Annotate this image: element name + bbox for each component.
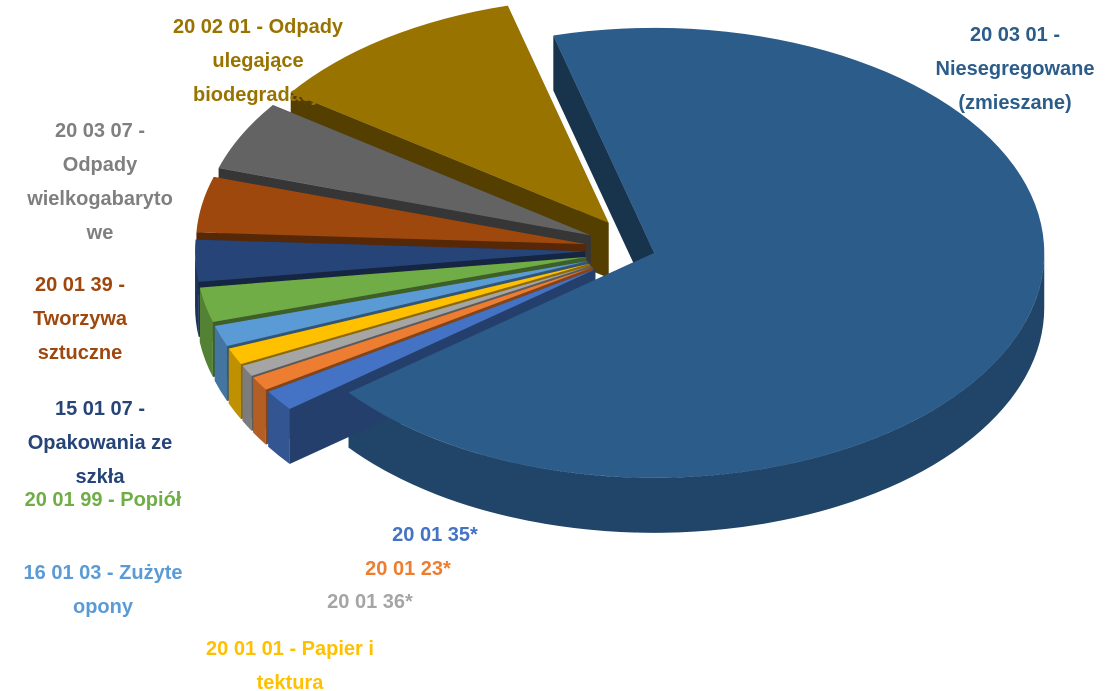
data-label: 20 03 01 - Niesegregowane (zmieszane): [935, 24, 1095, 114]
data-label: 15 01 07 - Opakowania ze szkła: [27, 398, 173, 488]
slice-side: [195, 251, 199, 337]
slice: [199, 257, 587, 323]
slice-side: [253, 377, 266, 445]
slice: [290, 5, 609, 223]
slice-side: [242, 365, 252, 431]
data-label: 20 01 23*: [365, 558, 451, 580]
data-label: 16 01 03 - Zużyte opony: [23, 562, 183, 618]
slice-wall: [553, 35, 655, 308]
slice: [218, 104, 591, 236]
slice: [268, 269, 596, 410]
slice-side: [228, 348, 241, 420]
slice-side: [268, 391, 290, 465]
slice: [242, 265, 592, 376]
slice-side: [199, 287, 213, 378]
data-label: 20 01 99 - Popiół: [24, 489, 182, 511]
data-label: 20 02 01 - Odpady ulegające biodegradacj…: [172, 16, 344, 106]
data-label: 20 03 07 - Odpady wielkogabaryto we: [27, 120, 173, 244]
data-label: 20 01 35*: [392, 524, 478, 546]
data-label: 20 01 01 - Papier i tektura: [206, 638, 374, 691]
slice-side: [348, 252, 1045, 533]
data-label: 20 01 36*: [327, 591, 413, 613]
slice: [228, 263, 590, 365]
slice: [195, 239, 586, 282]
slice: [196, 176, 586, 245]
slice-side: [214, 326, 228, 402]
data-label: 20 01 39 - Tworzywa sztuczne: [32, 274, 128, 364]
slice: [253, 267, 593, 390]
slice: [214, 261, 589, 347]
slice: [348, 27, 1045, 478]
